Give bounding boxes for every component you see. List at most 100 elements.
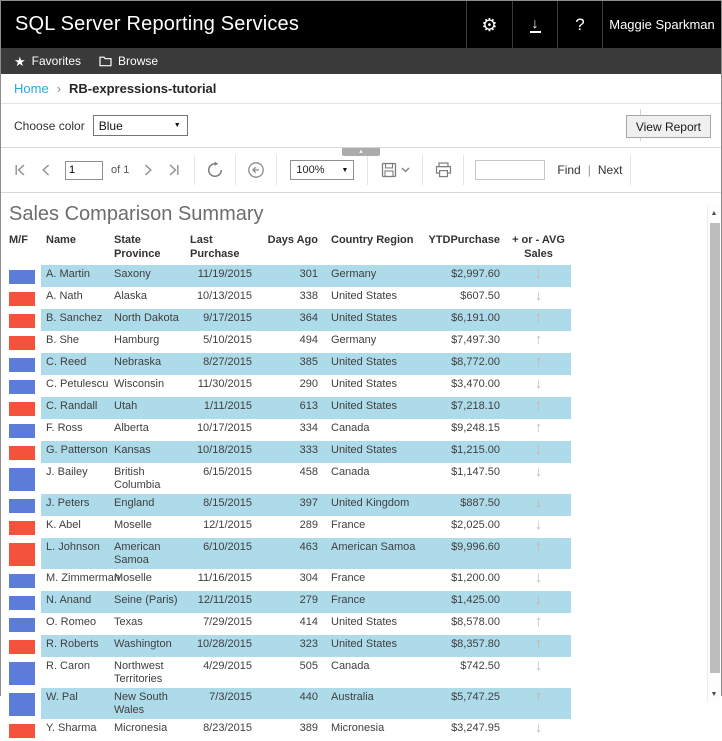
cell-country-region: Canada xyxy=(331,660,370,672)
cell-state-province: New South Wales xyxy=(114,688,188,719)
settings-button[interactable]: ⚙ xyxy=(466,1,512,48)
previous-page-button[interactable] xyxy=(33,157,59,183)
zoom-select[interactable]: 100% ▼ xyxy=(290,160,355,180)
back-to-parent-button[interactable] xyxy=(243,157,269,183)
gender-color-swatch xyxy=(9,291,35,306)
cell-mf xyxy=(9,441,41,463)
cell-name: Y. Sharma xyxy=(46,722,97,734)
cell-trend: ↓ xyxy=(506,375,571,397)
scroll-up-button[interactable]: ▲ xyxy=(708,206,720,221)
cell-state-province: England xyxy=(114,494,188,516)
cell-state-province: Micronesia xyxy=(114,722,168,734)
cell-trend: ↓ xyxy=(506,287,571,309)
table-row: J. Peters England 8/15/2015 397 United Kingd… xyxy=(9,494,571,516)
cell-mf xyxy=(9,494,41,516)
color-select[interactable]: Blue ▼ xyxy=(92,115,188,136)
cell-state-province: Nebraska xyxy=(114,353,188,375)
trend-up-icon: ↑ xyxy=(534,397,543,414)
of-label: of xyxy=(111,164,121,176)
cell-trend: ↑ xyxy=(506,419,571,441)
cell-last-purchase: 7/29/2015 xyxy=(203,616,252,628)
cell-country-region: United States xyxy=(331,616,398,628)
cell-name: C. Reed xyxy=(41,353,114,375)
table-row: G. Patterson Kansas 10/18/2015 333 United St… xyxy=(9,441,571,463)
trend-down-icon: ↓ xyxy=(534,494,543,511)
breadcrumb-separator: › xyxy=(56,81,62,96)
nav-item-browse[interactable]: Browse xyxy=(99,54,158,68)
last-page-button[interactable] xyxy=(161,157,187,183)
cell-ytd-purchase: $1,425.00 xyxy=(421,591,506,613)
cell-trend: ↓ xyxy=(506,591,571,613)
cell-name: B. She xyxy=(46,334,80,346)
cell-ytd-purchase: $8,357.80 xyxy=(421,635,506,657)
cell-name: F. Ross xyxy=(46,422,83,434)
find-input[interactable] xyxy=(475,160,546,180)
cell-name: N. Anand xyxy=(41,591,114,613)
cell-name: C. Petulescu xyxy=(46,378,109,390)
find-link[interactable]: Find xyxy=(557,163,581,177)
toolbar-divider xyxy=(276,155,278,185)
table-row: B. She Hamburg 5/10/2015 494 Germany $7,497.3… xyxy=(9,331,571,353)
table-row: J. Bailey British Columbia 6/15/2015 458 Can… xyxy=(9,463,571,494)
toolbar-divider xyxy=(367,155,369,185)
collapse-parameters-handle[interactable]: ▲ xyxy=(342,148,380,156)
first-page-button[interactable] xyxy=(7,157,33,183)
next-page-button[interactable] xyxy=(135,157,161,183)
table-row: C. Reed Nebraska 8/27/2015 385 United States… xyxy=(9,353,571,375)
breadcrumb-home-link[interactable]: Home xyxy=(14,81,49,96)
cell-trend: ↓ xyxy=(506,441,571,463)
trend-up-icon: ↑ xyxy=(534,353,543,370)
next-link[interactable]: Next xyxy=(597,163,623,177)
print-button[interactable] xyxy=(430,157,456,183)
cell-last-purchase: 9/17/2015 xyxy=(188,309,258,331)
cell-days-ago: 301 xyxy=(258,265,322,287)
cell-name: L. Johnson xyxy=(41,538,114,569)
trend-up-icon: ↑ xyxy=(534,309,543,326)
cell-ytd-purchase: $2,997.60 xyxy=(421,265,506,287)
chevron-down-icon: ▼ xyxy=(173,122,181,129)
cell-mf xyxy=(9,591,41,613)
column-header: M/F xyxy=(9,234,28,246)
table-row: A. Nath Alaska 10/13/2015 338 United States $… xyxy=(9,287,571,309)
download-button[interactable]: ↓ xyxy=(512,1,557,48)
export-button[interactable] xyxy=(375,157,415,183)
gender-color-swatch xyxy=(9,639,35,654)
gender-color-swatch xyxy=(9,467,35,491)
user-menu[interactable]: Maggie Sparkman xyxy=(602,1,721,48)
trend-down-icon: ↓ xyxy=(534,719,543,736)
cell-name: R. Caron xyxy=(46,660,91,672)
last-page-icon xyxy=(169,164,179,176)
cell-name: O. Romeo xyxy=(46,616,97,628)
chevron-up-icon: ▲ xyxy=(358,149,364,155)
view-report-button[interactable]: View Report xyxy=(625,115,711,138)
cell-trend: ↑ xyxy=(506,353,571,375)
gender-color-swatch xyxy=(9,357,35,372)
first-page-icon xyxy=(15,164,25,176)
cell-country-region: United States xyxy=(322,309,421,331)
cell-state-province: Utah xyxy=(114,397,188,419)
scroll-down-button[interactable]: ▼ xyxy=(708,687,720,702)
vertical-scrollbar[interactable]: ▲ ▼ xyxy=(707,205,720,702)
cell-ytd-purchase: $3,247.95 xyxy=(451,722,500,734)
scrollbar-thumb[interactable] xyxy=(709,223,720,673)
gender-color-swatch xyxy=(9,617,35,632)
cell-ytd-purchase: $6,191.00 xyxy=(421,309,506,331)
table-row: A. Martin Saxony 11/19/2015 301 Germany $2,99… xyxy=(9,265,571,287)
page-number-input[interactable] xyxy=(65,160,103,180)
column-header: Country Region xyxy=(331,234,414,246)
refresh-button[interactable] xyxy=(202,157,228,183)
column-header: Last Purchase xyxy=(190,234,240,260)
nav-item-favorites[interactable]: ★ Favorites xyxy=(14,54,81,68)
cell-trend: ↑ xyxy=(506,613,571,635)
cell-ytd-purchase: $607.50 xyxy=(460,290,500,302)
cell-last-purchase: 8/27/2015 xyxy=(188,353,258,375)
cell-country-region: United Kingdom xyxy=(322,494,421,516)
cell-mf xyxy=(9,265,41,287)
cell-days-ago: 389 xyxy=(299,722,318,734)
cell-state-province: Alberta xyxy=(114,422,149,434)
help-button[interactable]: ? xyxy=(557,1,602,48)
breadcrumb-current: RB-expressions-tutorial xyxy=(69,81,217,96)
cell-days-ago: 304 xyxy=(299,572,318,584)
cell-last-purchase: 11/19/2015 xyxy=(188,265,258,287)
gender-color-swatch xyxy=(9,379,35,394)
